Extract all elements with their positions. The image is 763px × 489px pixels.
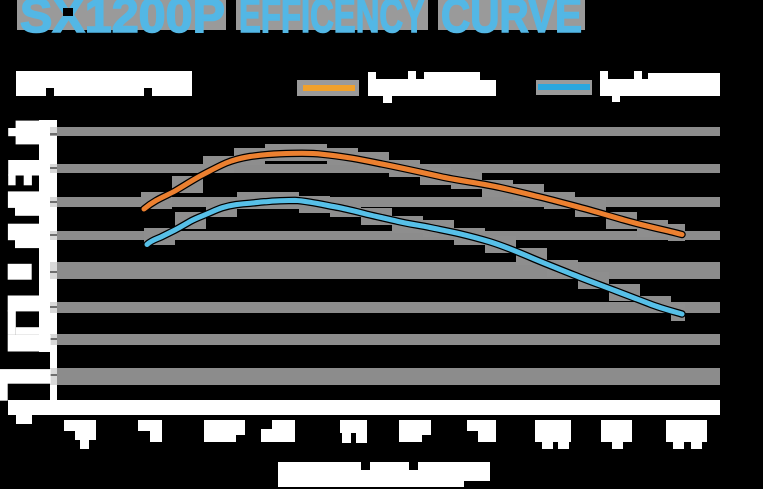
svg-text:CURVE: CURVE xyxy=(441,0,582,43)
svg-text:SX1200P: SX1200P xyxy=(20,0,225,43)
svg-text:EFFICENCY: EFFICENCY xyxy=(239,0,425,43)
